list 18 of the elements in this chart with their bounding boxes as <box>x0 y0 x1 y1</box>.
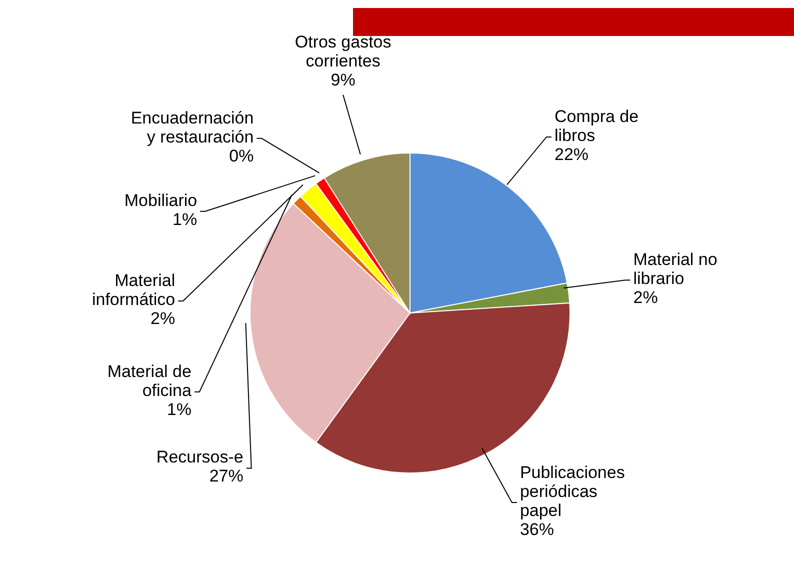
slice-label: Mobiliario <box>124 191 198 210</box>
slice-label: Material informático <box>92 272 176 310</box>
category-label: Encuadernación y restauración <box>130 108 254 147</box>
slice-label: Material de oficina <box>107 362 192 400</box>
data-label: 9% <box>330 70 356 90</box>
data-label: 1% <box>166 400 192 420</box>
slice-label: Otros gastos corrientes <box>294 32 392 71</box>
slice-label: Publicaciones periódicas papel <box>520 464 625 521</box>
data-label: 27% <box>209 467 244 486</box>
slice-label: Material no librario <box>633 250 718 289</box>
text: 0% <box>229 146 254 166</box>
data-label: 2% <box>150 310 176 329</box>
slice-label: Compra de libros <box>554 107 639 146</box>
data-label: 2% <box>633 288 658 308</box>
data-label: 36% <box>520 520 554 540</box>
data-label: 22% <box>554 145 589 164</box>
slice-label: Recursos-e <box>156 448 244 468</box>
data-label: 1% <box>172 210 198 230</box>
